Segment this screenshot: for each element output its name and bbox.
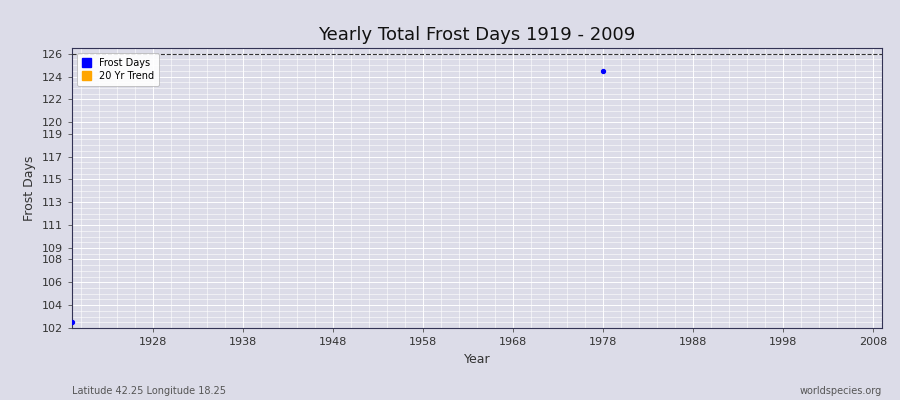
Legend: Frost Days, 20 Yr Trend: Frost Days, 20 Yr Trend (76, 53, 159, 86)
Title: Yearly Total Frost Days 1919 - 2009: Yearly Total Frost Days 1919 - 2009 (319, 26, 635, 44)
Point (65, 319, 79, 326)
Point (596, 68, 610, 74)
Text: Latitude 42.25 Longitude 18.25: Latitude 42.25 Longitude 18.25 (72, 386, 226, 396)
Y-axis label: Frost Days: Frost Days (23, 155, 36, 221)
Text: worldspecies.org: worldspecies.org (800, 386, 882, 396)
X-axis label: Year: Year (464, 352, 490, 366)
